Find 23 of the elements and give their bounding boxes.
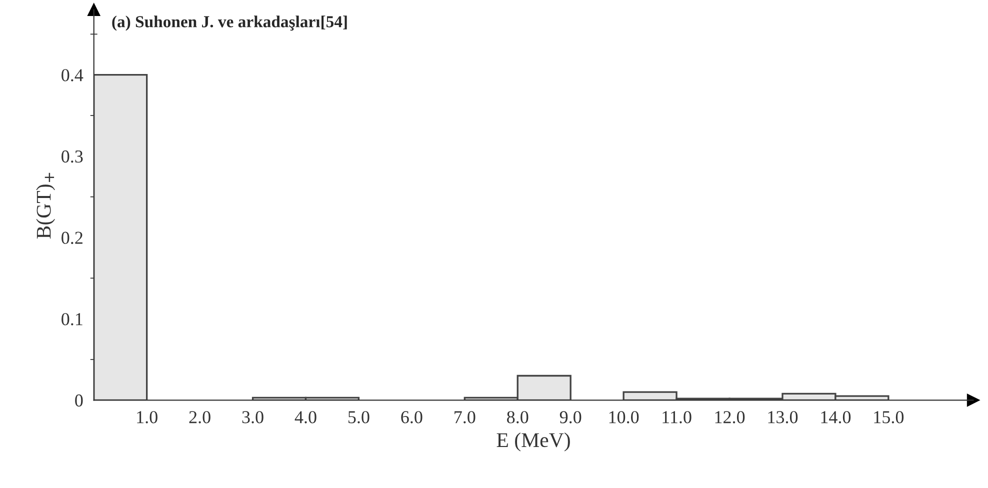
x-tick-label: 2.0 bbox=[189, 411, 210, 424]
x-tick-label: 13.0 bbox=[768, 411, 798, 424]
y-tick-label: 0.3 bbox=[62, 150, 83, 163]
x-tick-label: 14.0 bbox=[821, 411, 851, 424]
x-tick-label: 6.0 bbox=[401, 411, 422, 424]
x-tick-label: 15.0 bbox=[874, 411, 904, 424]
y-tick-label: 0.2 bbox=[62, 232, 82, 244]
y-tick-label: 0 bbox=[75, 394, 83, 407]
x-tick-label: 7.0 bbox=[454, 411, 476, 424]
chart-title: (a) Suhonen J. ve arkadaşları[54] bbox=[112, 16, 347, 31]
x-tick-label: 4.0 bbox=[294, 411, 316, 424]
x-axis-title: E (MeV) bbox=[496, 432, 570, 452]
y-tick-label: 0.4 bbox=[62, 69, 84, 82]
y-axis-title: B(GT)$_{+}$ bbox=[36, 172, 56, 239]
x-tick-label: 3.0 bbox=[242, 411, 264, 424]
x-tick-label: 10.0 bbox=[609, 411, 639, 424]
x-tick-label: 5.0 bbox=[348, 411, 370, 424]
x-tick-label: 11.0 bbox=[662, 411, 692, 424]
x-tick-label: 8.0 bbox=[507, 411, 528, 424]
y-tick-label: 0.1 bbox=[62, 313, 82, 326]
x-tick-label: 9.0 bbox=[560, 411, 582, 424]
x-tick-label: 1.0 bbox=[137, 411, 158, 424]
x-tick-label: 12.0 bbox=[715, 411, 745, 424]
